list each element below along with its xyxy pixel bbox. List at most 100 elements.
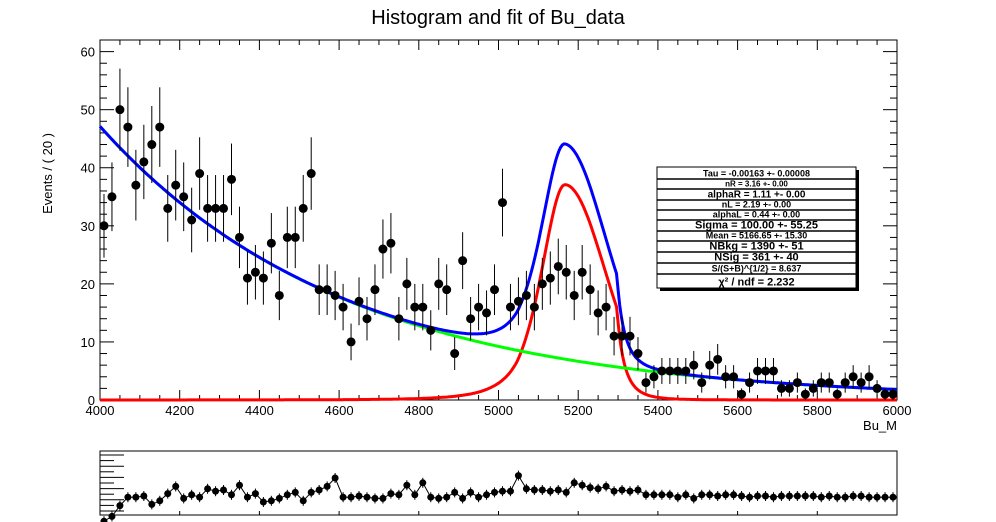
residual-point: [259, 497, 267, 507]
data-point: [577, 245, 587, 300]
data-point: [776, 380, 786, 397]
data-point: [466, 296, 476, 341]
data-point: [362, 296, 372, 341]
residual-point: [714, 491, 722, 501]
x-tick-label: 5600: [723, 403, 752, 418]
data-point: [529, 283, 539, 331]
x-tick-label: 5000: [484, 403, 513, 418]
chart-title: Histogram and fit of Bu_data: [371, 7, 625, 29]
y-tick-label: 60: [81, 45, 95, 60]
residual-points: [100, 470, 897, 522]
residual-point: [435, 493, 443, 504]
residual-point: [801, 491, 809, 501]
data-point: [107, 162, 117, 232]
data-point: [234, 206, 244, 269]
data-points: [99, 68, 898, 400]
y-tick-label: 10: [81, 335, 95, 350]
fit-curves: [98, 125, 898, 402]
residual-point: [371, 493, 379, 504]
stats-box-frame: [656, 166, 857, 289]
data-point: [856, 372, 866, 393]
residual-point: [833, 492, 841, 503]
residual-point: [379, 493, 387, 504]
residual-point: [331, 473, 339, 483]
data-point: [274, 270, 284, 321]
stats-box-line: Sigma = 100.00 +- 55.25: [695, 220, 818, 232]
data-point: [553, 238, 563, 295]
data-point: [848, 365, 858, 389]
data-point: [418, 283, 428, 331]
residual-point: [172, 481, 180, 492]
data-point: [840, 372, 850, 393]
data-point: [171, 149, 181, 221]
residual-point: [634, 485, 642, 495]
residual-point: [570, 477, 578, 488]
data-point: [537, 257, 547, 310]
data-point: [673, 357, 683, 384]
total-fit-curve: [98, 125, 898, 391]
residual-point: [243, 492, 251, 503]
data-point: [753, 357, 763, 384]
residual-point: [738, 491, 746, 501]
residual-plot-frame: [99, 450, 898, 516]
residual-point: [881, 492, 889, 503]
data-point: [864, 365, 874, 389]
residual-point: [411, 489, 419, 500]
stats-box-line: Mean = 5166.65 +- 15.30: [706, 231, 808, 241]
stats-box-line: χ² / ndf = 2.232: [718, 277, 794, 289]
residual-point: [156, 495, 164, 506]
data-point: [410, 283, 420, 331]
residual-point: [419, 477, 427, 488]
residual-point: [188, 489, 196, 500]
data-point: [394, 296, 404, 341]
data-point: [561, 245, 571, 300]
residual-point: [347, 492, 355, 503]
residual-point: [403, 480, 411, 491]
data-point: [115, 68, 125, 151]
residual-point: [889, 492, 897, 503]
data-point: [792, 372, 802, 393]
residual-point: [514, 470, 522, 481]
residual-point: [546, 486, 554, 497]
signal-fit-curve: [100, 183, 897, 402]
x-tick-label: 5800: [803, 403, 832, 418]
data-point: [585, 264, 595, 315]
residual-point: [459, 493, 467, 504]
residual-point: [498, 486, 506, 497]
residual-point: [267, 495, 275, 506]
residual-point: [777, 491, 785, 501]
residual-point: [164, 488, 172, 499]
residual-point: [475, 492, 483, 503]
data-point: [290, 206, 300, 269]
residual-point: [132, 492, 140, 503]
data-point: [482, 290, 492, 336]
residual-point: [451, 487, 459, 498]
data-point: [474, 283, 484, 331]
residual-point: [427, 492, 435, 503]
x-tick-label: 5400: [643, 403, 672, 418]
data-point: [760, 357, 770, 384]
residual-point: [339, 492, 347, 503]
data-point: [123, 87, 133, 167]
x-tick-label: 4600: [325, 403, 354, 418]
data-point: [354, 277, 364, 326]
data-point: [609, 316, 619, 356]
data-point: [745, 372, 755, 393]
residual-point: [180, 493, 188, 504]
data-point: [179, 162, 189, 232]
data-point: [139, 124, 149, 200]
residual-point: [228, 489, 236, 500]
data-point: [195, 137, 205, 210]
data-point: [330, 270, 340, 321]
data-point: [378, 219, 388, 279]
residual-point: [746, 492, 754, 503]
data-point: [800, 388, 810, 400]
data-point: [147, 106, 157, 184]
residual-point: [642, 489, 650, 500]
residual-point: [100, 516, 108, 522]
y-tick-label: 40: [81, 161, 95, 176]
stats-box-line: NBkg = 1390 +- 51: [709, 241, 803, 253]
x-tick-label: 4800: [404, 403, 433, 418]
residual-point: [299, 495, 307, 506]
